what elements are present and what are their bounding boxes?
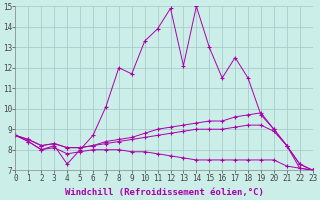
X-axis label: Windchill (Refroidissement éolien,°C): Windchill (Refroidissement éolien,°C) xyxy=(65,188,263,197)
